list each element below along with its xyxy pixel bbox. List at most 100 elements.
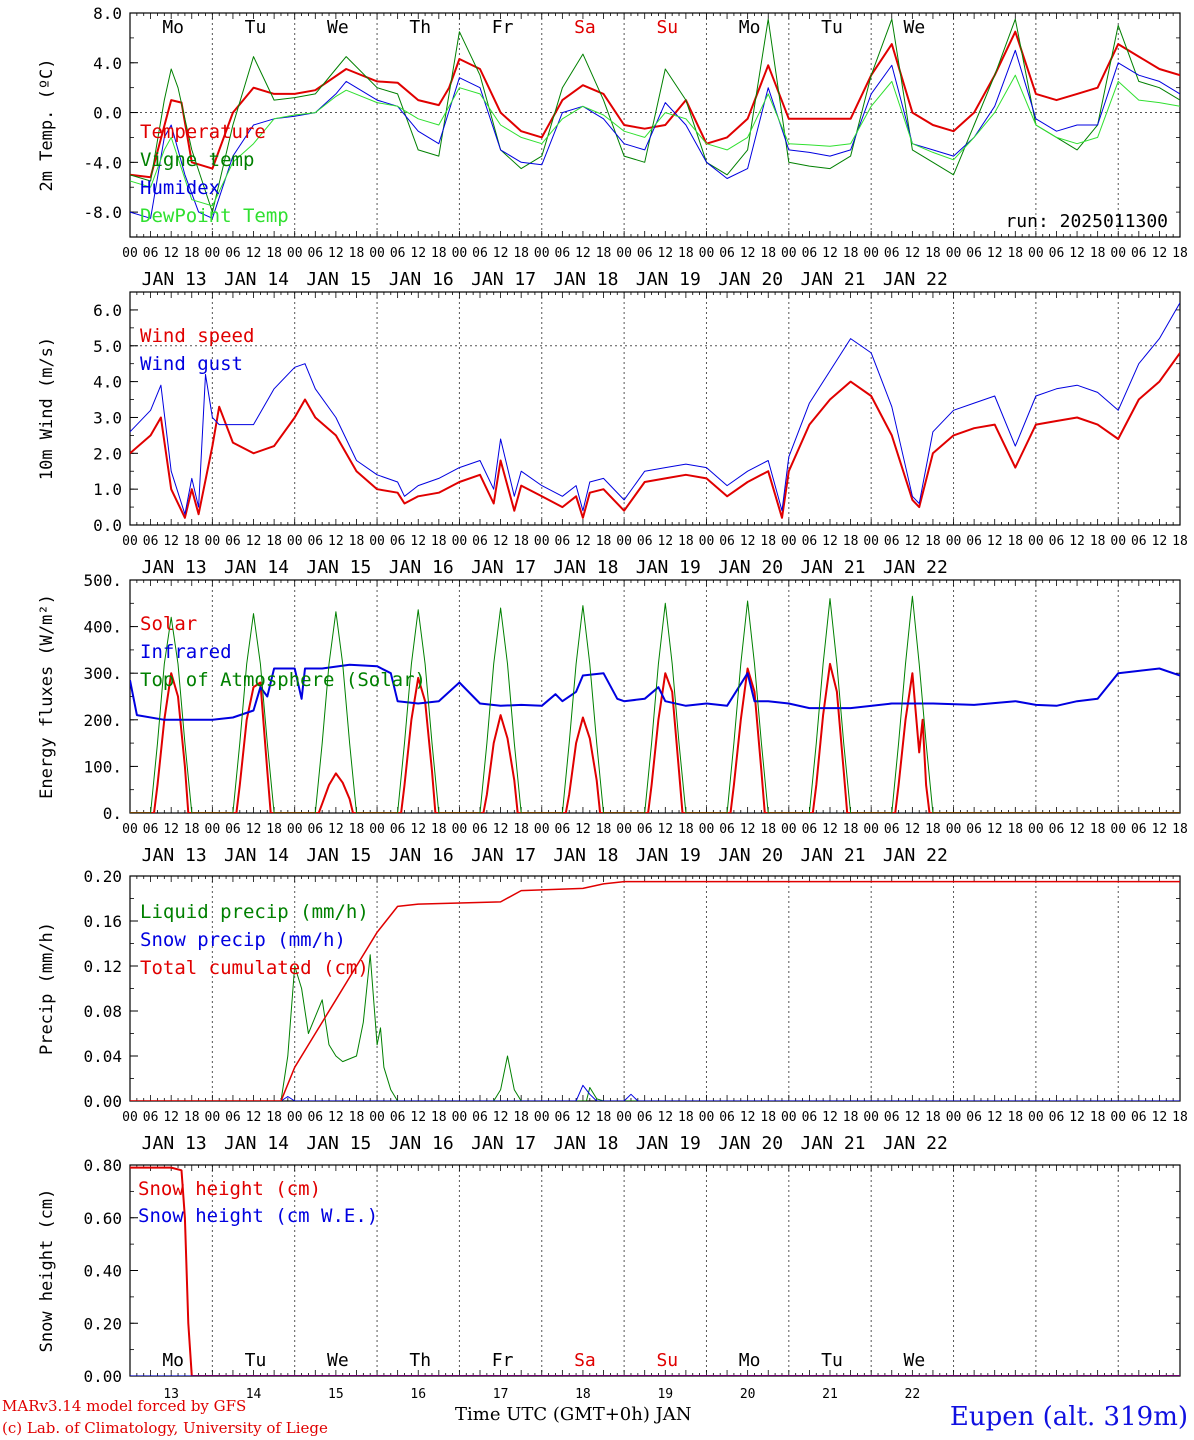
hour-tick-label: 00	[369, 1110, 385, 1125]
y-tick-label: 500.	[83, 571, 122, 590]
y-tick-label: -8.0	[83, 203, 122, 222]
y-tick-label: 0.60	[83, 1209, 122, 1228]
hour-tick-label: 00	[452, 822, 468, 837]
hour-tick-label: 18	[596, 1110, 612, 1125]
legend-entry: Humidex	[140, 177, 220, 199]
hour-tick-label: 18	[1090, 822, 1106, 837]
hour-tick-label: 00	[287, 534, 303, 549]
y-tick-label: 0.80	[83, 1156, 122, 1175]
hour-tick-label: 18	[925, 822, 941, 837]
panel-2: 0.0 1.0 2.0 3.0 4.0 5.0 6.0 10m Wind (m/s) 00 06 1…	[37, 291, 1188, 578]
legend-entry: Wind gust	[140, 353, 243, 375]
hour-tick-label: 06	[719, 246, 735, 261]
panel-5: 0.00 0.20 0.40 0.60 0.80 Snow height (cm) 13 14…	[37, 1156, 1181, 1400]
hour-tick-label: 18	[678, 822, 694, 837]
date-label: JAN 13	[142, 845, 207, 866]
date-label: JAN 18	[553, 845, 618, 866]
hour-tick-label: 06	[719, 822, 735, 837]
panel-1: -8.0 -4.0 0.0 4.0 8.0 2m Temp. (ºC) 00 06 12 18 00…	[37, 4, 1188, 290]
weekday-label: Mo	[739, 17, 761, 38]
date-label: JAN 19	[636, 557, 701, 578]
hour-tick-label: 12	[163, 822, 179, 837]
weekday-label: Tu	[245, 1350, 267, 1371]
hour-tick-label: 12	[1152, 1110, 1168, 1125]
series-line	[130, 954, 1180, 1101]
hour-tick-label: 00	[452, 534, 468, 549]
y-axis-label: 2m Temp. (ºC)	[37, 58, 57, 191]
hour-tick-label: 00	[452, 1110, 468, 1125]
hour-tick-label: 18	[184, 1110, 200, 1125]
hour-tick-label: 06	[472, 534, 488, 549]
date-label: JAN 16	[389, 845, 454, 866]
date-label: JAN 17	[471, 557, 536, 578]
y-tick-label: 1.0	[93, 480, 122, 499]
run-label: run: 2025011300	[1005, 211, 1168, 232]
legend-entry: Infrared	[140, 641, 232, 663]
hour-tick-label: 06	[225, 246, 241, 261]
hour-tick-label: 12	[328, 246, 344, 261]
date-label: JAN 21	[800, 557, 865, 578]
y-tick-label: -4.0	[83, 153, 122, 172]
hour-tick-label: 06	[143, 822, 159, 837]
y-tick-label: 4.0	[93, 54, 122, 73]
y-tick-label: 0.	[103, 804, 122, 823]
hour-tick-label: 06	[884, 1110, 900, 1125]
hour-tick-label: 12	[246, 246, 262, 261]
hour-tick-label: 06	[637, 534, 653, 549]
hour-tick-label: 06	[966, 1110, 982, 1125]
y-tick-label: 5.0	[93, 337, 122, 356]
hour-tick-label: 06	[802, 534, 818, 549]
hour-tick-label: 12	[1069, 822, 1085, 837]
hour-tick-label: 12	[575, 1110, 591, 1125]
hour-tick-label: 06	[390, 534, 406, 549]
series-line	[130, 1166, 1180, 1376]
hour-tick-label: 06	[966, 534, 982, 549]
hour-tick-label: 06	[307, 1110, 323, 1125]
hour-tick-label: 12	[575, 246, 591, 261]
date-label: JAN 14	[224, 557, 289, 578]
series-line	[130, 30, 1180, 179]
hour-tick-label: 12	[905, 534, 921, 549]
hour-tick-label: 00	[1028, 822, 1044, 837]
hour-tick-label: 06	[143, 1110, 159, 1125]
hour-tick-label: 06	[390, 246, 406, 261]
hour-tick-label: 12	[657, 534, 673, 549]
hour-tick-label: 12	[822, 1110, 838, 1125]
series-line	[130, 663, 1180, 721]
panel-4: 0.00 0.04 0.08 0.12 0.16 0.20 Precip (mm/h) 00 0…	[37, 867, 1188, 1154]
y-tick-label: 6.0	[93, 301, 122, 320]
meteogram: -8.0 -4.0 0.0 4.0 8.0 2m Temp. (ºC) 00 06 12 18 00…	[37, 4, 1188, 1400]
hour-tick-label: 12	[328, 1110, 344, 1125]
hour-tick-label: 00	[781, 534, 797, 549]
hour-tick-label: 18	[678, 534, 694, 549]
y-axis-label: Precip (mm/h)	[37, 922, 57, 1055]
plot-frame	[129, 291, 1181, 526]
hour-tick-label: 18	[1007, 534, 1023, 549]
date-label: JAN 14	[224, 269, 289, 290]
hour-tick-label: 12	[740, 246, 756, 261]
weekday-label: We	[327, 1350, 349, 1371]
hour-tick-label: 00	[1028, 534, 1044, 549]
hour-tick-label: 12	[493, 1110, 509, 1125]
hour-tick-label: 00	[1110, 1110, 1126, 1125]
y-tick-label: 0.00	[83, 1367, 122, 1386]
hour-tick-label: 12	[246, 822, 262, 837]
hour-tick-label: 00	[534, 534, 550, 549]
date-label: JAN 14	[224, 1133, 289, 1154]
hour-tick-label: 12	[740, 822, 756, 837]
hour-tick-label: 06	[637, 822, 653, 837]
hour-tick-label: 18	[431, 534, 447, 549]
hour-tick-label: 18	[843, 534, 859, 549]
y-tick-label: 100.	[83, 757, 122, 776]
hour-tick-label: 06	[1131, 246, 1147, 261]
weekday-label: Fr	[492, 17, 514, 38]
legend-entry: Liquid precip (mm/h)	[140, 901, 369, 923]
hour-tick-label: 00	[369, 822, 385, 837]
panel-3: 0. 100. 200. 300. 400. 500. Energy fluxes (W/m…	[37, 571, 1188, 866]
hour-tick-label: 12	[1152, 822, 1168, 837]
series-line	[130, 302, 1180, 515]
legend-entry: Snow height (cm)	[138, 1178, 321, 1200]
legend-entry: Vigne temp	[140, 149, 254, 171]
hour-tick-label: 18	[760, 1110, 776, 1125]
hour-tick-label: 12	[575, 534, 591, 549]
